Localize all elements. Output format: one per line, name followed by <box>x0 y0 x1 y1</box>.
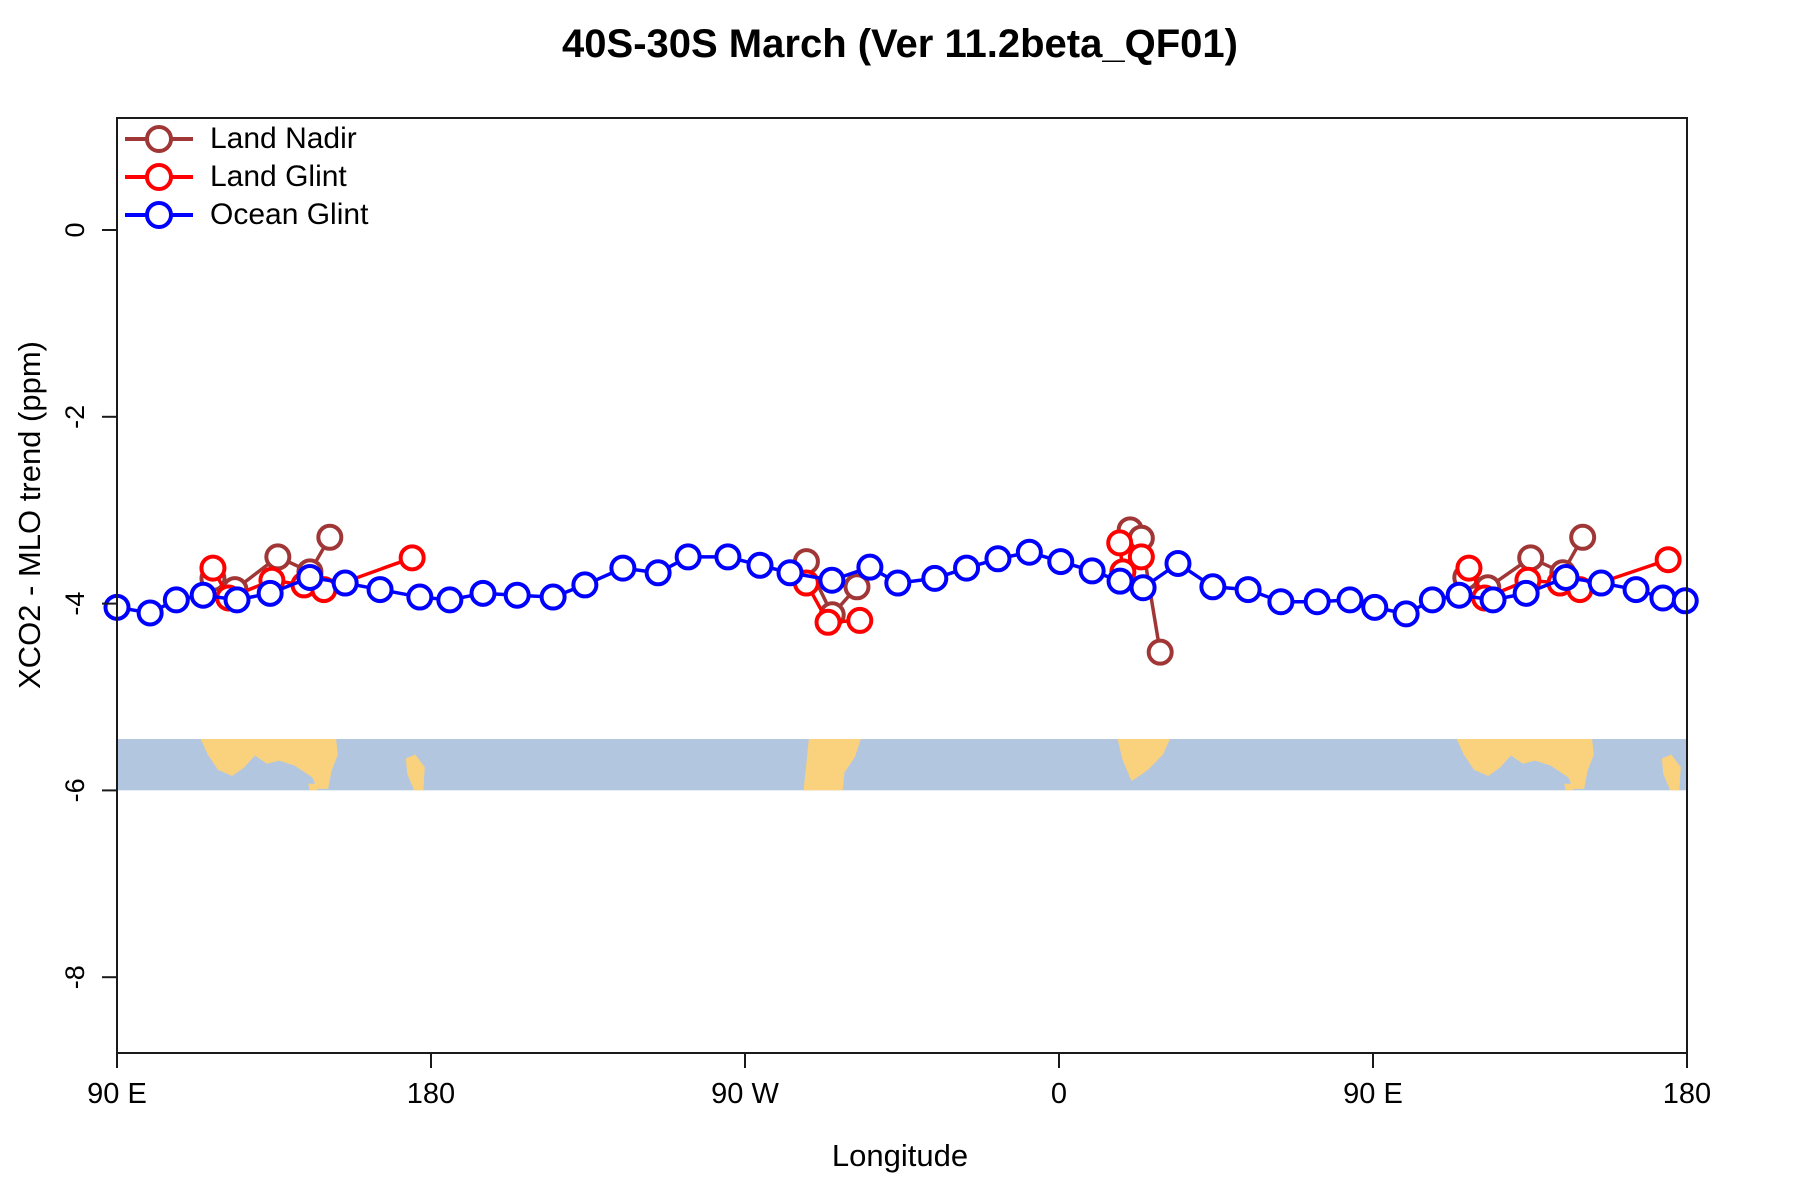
data-point-ocean-glint <box>746 551 774 579</box>
data-point-ocean-glint <box>503 581 531 609</box>
map-land-australia <box>200 739 338 789</box>
data-point-ocean-glint <box>776 559 804 587</box>
data-point-ocean-glint <box>1361 593 1389 621</box>
y-tick-label: -2 <box>60 405 90 429</box>
legend: Land Nadir Land Glint Ocean Glint <box>122 120 368 234</box>
data-point-ocean-glint <box>1512 579 1540 607</box>
x-tick-label: 180 <box>1663 1078 1711 1110</box>
data-point-land-nadir <box>316 523 344 551</box>
x-tick-label: 90 E <box>1343 1078 1403 1110</box>
data-point-ocean-glint <box>818 566 846 594</box>
data-point-ocean-glint <box>539 583 567 611</box>
line-circle-marker-icon <box>125 163 193 191</box>
data-point-ocean-glint <box>714 543 742 571</box>
plot-border <box>116 117 1688 1054</box>
data-point-ocean-glint <box>609 554 637 582</box>
data-point-ocean-glint <box>331 569 359 597</box>
data-point-ocean-glint <box>1649 584 1677 612</box>
chart-title: 40S-30S March (Ver 11.2beta_QF01) <box>562 22 1238 66</box>
legend-item-land-nadir: Land Nadir <box>122 120 368 158</box>
data-point-land-nadir <box>1517 544 1545 572</box>
map-land-new-zealand <box>1661 754 1681 791</box>
data-point-ocean-glint <box>1622 576 1650 604</box>
data-point-ocean-glint <box>1129 574 1157 602</box>
data-point-land-glint <box>846 606 874 634</box>
data-point-ocean-glint <box>223 586 251 614</box>
legend-label-land-glint: Land Glint <box>210 160 347 193</box>
y-tick-label: 0 <box>60 222 90 237</box>
map-land-tasmania <box>1564 783 1574 791</box>
data-point-ocean-glint <box>1047 548 1075 576</box>
data-point-ocean-glint <box>296 563 324 591</box>
data-point-ocean-glint <box>1418 586 1446 614</box>
data-point-ocean-glint <box>1552 563 1580 591</box>
data-point-ocean-glint <box>1234 576 1262 604</box>
map-land-africa <box>1117 739 1170 782</box>
data-point-ocean-glint <box>256 579 284 607</box>
data-point-ocean-glint <box>884 569 912 597</box>
data-point-ocean-glint <box>644 559 672 587</box>
data-point-ocean-glint <box>1392 600 1420 628</box>
data-point-ocean-glint <box>1445 581 1473 609</box>
legend-item-land-glint: Land Glint <box>122 158 368 196</box>
line-circle-marker-icon <box>125 125 193 153</box>
line-circle-marker-icon <box>125 201 193 229</box>
y-tick-label: -4 <box>60 592 90 616</box>
data-point-ocean-glint <box>436 586 464 614</box>
data-point-land-glint <box>1455 554 1483 582</box>
data-point-ocean-glint <box>1479 586 1507 614</box>
data-point-ocean-glint <box>1106 567 1134 595</box>
data-point-ocean-glint <box>984 545 1012 573</box>
data-point-land-glint <box>398 544 426 572</box>
data-point-ocean-glint <box>674 543 702 571</box>
x-tick-label: 180 <box>407 1078 455 1110</box>
legend-item-ocean-glint: Ocean Glint <box>122 196 368 234</box>
data-point-land-glint <box>1127 543 1155 571</box>
data-point-ocean-glint <box>856 553 884 581</box>
data-point-ocean-glint <box>136 599 164 627</box>
data-point-land-nadir <box>843 573 871 601</box>
data-point-land-nadir <box>264 543 292 571</box>
map-land-new-zealand <box>405 754 425 791</box>
data-point-ocean-glint <box>571 571 599 599</box>
data-point-ocean-glint <box>162 586 190 614</box>
data-point-ocean-glint <box>1164 549 1192 577</box>
map-band-ocean <box>117 739 1687 791</box>
map-land-south-america <box>803 739 861 791</box>
data-point-ocean-glint <box>1587 569 1615 597</box>
data-point-ocean-glint <box>1671 587 1699 615</box>
data-point-land-glint <box>1106 529 1134 557</box>
data-point-ocean-glint <box>1199 573 1227 601</box>
map-land-australia <box>1456 739 1594 789</box>
data-point-ocean-glint <box>366 576 394 604</box>
y-tick-label: -6 <box>60 778 90 802</box>
map-band <box>117 739 1687 791</box>
data-point-ocean-glint <box>1303 588 1331 616</box>
data-point-land-glint <box>1654 546 1682 574</box>
x-tick-label: 90 E <box>87 1078 147 1110</box>
data-point-ocean-glint <box>406 583 434 611</box>
data-point-ocean-glint <box>953 554 981 582</box>
data-point-ocean-glint <box>189 581 217 609</box>
data-point-ocean-glint <box>469 579 497 607</box>
legend-label-land-nadir: Land Nadir <box>210 122 357 155</box>
data-point-land-nadir <box>1146 638 1174 666</box>
series-ocean-glint <box>103 538 1699 628</box>
data-point-ocean-glint <box>1267 588 1295 616</box>
data-point-land-glint <box>814 608 842 636</box>
legend-label-ocean-glint: Ocean Glint <box>210 198 369 231</box>
data-point-ocean-glint <box>1078 557 1106 585</box>
x-tick-label: 90 W <box>711 1078 779 1110</box>
data-point-ocean-glint <box>921 564 949 592</box>
map-land-tasmania <box>308 783 318 791</box>
data-point-ocean-glint <box>1015 538 1043 566</box>
data-point-ocean-glint <box>1336 586 1364 614</box>
data-point-land-nadir <box>1569 523 1597 551</box>
x-tick-label: 0 <box>1051 1078 1067 1110</box>
data-point-land-glint <box>199 554 227 582</box>
x-axis-label: Longitude <box>831 1138 969 1173</box>
y-tick-label: -8 <box>60 965 90 989</box>
